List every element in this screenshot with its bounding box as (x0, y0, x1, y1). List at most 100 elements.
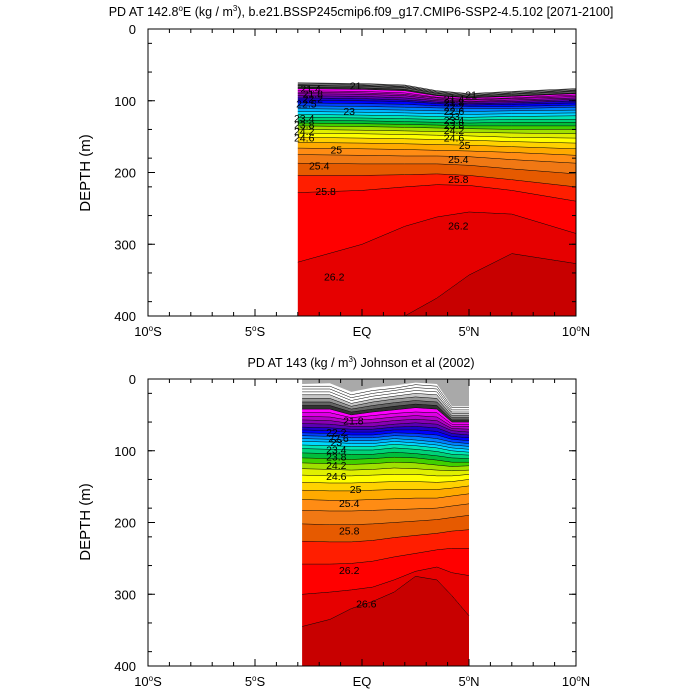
contour-label: 24.6 (326, 471, 347, 483)
panel-model-ylabel: DEPTH (m) (77, 134, 94, 212)
contour-label: 23 (448, 111, 460, 123)
contour-line (297, 114, 577, 118)
contour-line (297, 162, 577, 175)
contour-band (302, 384, 469, 410)
contour-line (302, 384, 469, 408)
x-tick-label: 5oN (458, 324, 479, 339)
contour-line (297, 83, 577, 96)
contour-band (297, 93, 576, 103)
y-tick-label: 100 (114, 444, 136, 459)
contour-line (297, 184, 577, 202)
missing-data-region (302, 379, 469, 407)
x-tick-label: EQ (353, 324, 372, 339)
y-tick-label: 400 (114, 309, 136, 324)
contour-line (302, 479, 470, 484)
contour-line (297, 173, 577, 188)
contour-line (297, 142, 577, 150)
contour-line (297, 84, 577, 96)
contour-line (302, 493, 470, 501)
x-tick-label: 10oN (562, 674, 590, 689)
contour-band (302, 432, 469, 444)
contour-line (302, 566, 470, 595)
x-tick-label: 5oS (245, 674, 266, 689)
x-tick-label: EQ (353, 674, 372, 689)
contour-line (302, 503, 470, 512)
contour-band (297, 117, 576, 123)
contour-band (297, 133, 576, 144)
contour-line (302, 418, 470, 430)
y-axis-ticks: 0 100 200 300 400 (114, 22, 576, 324)
contour-line (297, 88, 577, 99)
contour-line (297, 82, 577, 94)
contour-band (302, 493, 469, 511)
contour-label: 23 (343, 106, 355, 118)
panel-observations-ylabel: DEPTH (m) (77, 483, 94, 561)
contour-label: 25.8 (315, 186, 336, 198)
contour-label: 26.2 (324, 272, 345, 284)
y-tick-label: 300 (114, 237, 136, 252)
contour-line (302, 529, 470, 543)
contour-label: 23.4 (444, 115, 465, 127)
contour-band (297, 123, 576, 130)
panel-model-title: PD AT 142.8oE (kg / m3), b.e21.BSSP245cm… (109, 4, 614, 19)
contour-label: 25.8 (339, 525, 360, 537)
contour-label: 26.2 (339, 565, 360, 577)
contour-band (302, 567, 469, 627)
contour-label: 25 (330, 145, 342, 157)
contour-band (302, 529, 469, 565)
contour-line (302, 429, 470, 439)
contour-line (302, 432, 470, 441)
contour-line (302, 474, 470, 477)
contour-line (302, 441, 470, 450)
contour-line (302, 515, 470, 525)
contour-band (302, 426, 469, 438)
contour-line (297, 108, 577, 112)
contour-line (297, 154, 577, 164)
contour-label: 21.8 (444, 97, 465, 109)
contour-line (297, 90, 577, 100)
contour-band (297, 108, 576, 115)
contour-line (302, 403, 469, 421)
x-tick-label: 5oS (245, 324, 266, 339)
contour-label: 24.2 (444, 125, 465, 137)
contour-band (302, 412, 469, 427)
contour-line (297, 83, 577, 95)
contour-band (297, 105, 576, 112)
contour-line (297, 129, 577, 135)
contour-label: 21 (350, 81, 362, 93)
contour-band (302, 390, 469, 414)
contour-line (297, 119, 576, 124)
contour-line (302, 426, 470, 436)
contour-line (297, 97, 577, 104)
contour-line (302, 461, 470, 467)
contour-label: 24.2 (294, 126, 315, 138)
contour-lines (297, 82, 577, 317)
contour-band (302, 479, 469, 491)
contour-lines (302, 384, 470, 627)
contour-line (297, 99, 577, 106)
contour-line (302, 407, 469, 423)
contour-label: 25 (350, 484, 362, 496)
contour-label: 25.4 (448, 154, 469, 166)
contour-line (297, 111, 577, 115)
contour-band (302, 515, 469, 542)
contour-line (297, 125, 576, 130)
contour-band (297, 97, 576, 106)
contour-label: 23.8 (294, 119, 315, 131)
contour-band (302, 382, 469, 408)
contour-line (302, 411, 469, 425)
panel-model-plot: 2121.421.822.222.52323.423.824.224.62525… (114, 22, 590, 339)
contour-label: 23.4 (294, 113, 315, 125)
contour-line (302, 485, 470, 492)
contour-band (297, 100, 576, 107)
contour-label: 21.8 (303, 89, 324, 101)
contour-band (297, 184, 576, 263)
contour-band (302, 435, 469, 447)
y-tick-label: 400 (114, 659, 136, 674)
y-tick-label: 200 (114, 166, 136, 181)
contour-label: 22.5 (296, 99, 317, 111)
contour-line (302, 393, 469, 414)
contour-line (302, 576, 470, 627)
contour-labels: 2121.421.822.222.52323.423.824.224.62525… (294, 81, 477, 284)
